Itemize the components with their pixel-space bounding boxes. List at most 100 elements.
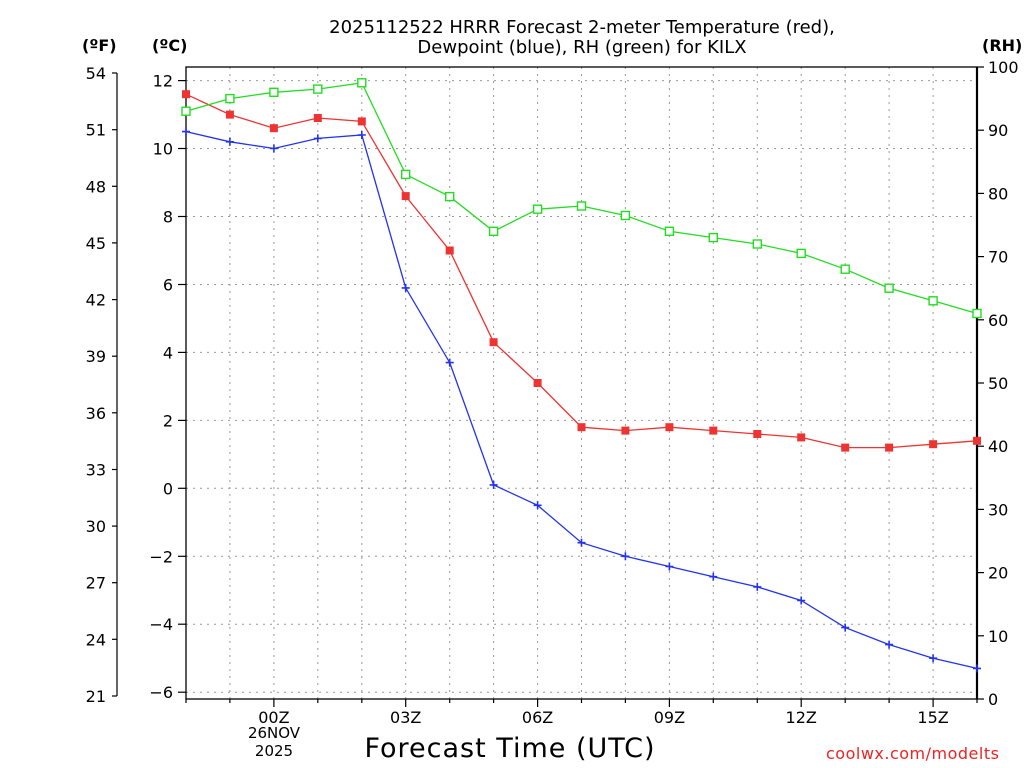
fahrenheit-tick-label: 39 (86, 347, 106, 366)
x-tick-label: 06Z (522, 708, 553, 727)
celsius-unit-label: (ºC) (152, 36, 188, 55)
dewpoint-point (753, 582, 762, 591)
celsius-tick-label: 12 (153, 72, 173, 91)
celsius-tick-label: 6 (163, 276, 173, 295)
rh-point (664, 226, 675, 237)
fahrenheit-tick-label: 51 (86, 121, 106, 140)
rh-point (752, 239, 762, 249)
celsius-tick-label: 4 (163, 343, 173, 362)
rh-tick-label: 30 (988, 500, 1008, 519)
temperature-point (445, 246, 454, 255)
rh-tick-label: 50 (988, 374, 1008, 393)
fahrenheit-tick-label: 42 (86, 291, 106, 310)
rh-tick-label: 100 (988, 58, 1019, 77)
fahrenheit-tick-label: 54 (86, 64, 106, 83)
temperature-point (885, 443, 894, 452)
x-tick-label: 03Z (390, 708, 421, 727)
celsius-tick-label: 8 (163, 208, 173, 227)
date-year-label: 2025 (254, 742, 294, 760)
date-day-label: 26NOV (247, 724, 301, 742)
temperature-point (182, 90, 190, 99)
rh-point (445, 191, 455, 202)
rh-point (488, 226, 499, 237)
dewpoint-point (709, 572, 718, 581)
fahrenheit-tick-label: 30 (86, 517, 106, 536)
celsius-tick-label: 10 (153, 140, 173, 159)
temperature-point (533, 379, 542, 387)
dewpoint-point (269, 144, 278, 153)
dewpoint-point (577, 538, 586, 547)
chart-title-line-1: 2025112522 HRRR Forecast 2-meter Tempera… (329, 17, 835, 38)
rh-tick-label: 40 (988, 437, 1008, 456)
dewpoint-point (885, 640, 894, 649)
temperature-point (929, 440, 938, 449)
fahrenheit-tick-label: 48 (86, 177, 106, 196)
dewpoint-point (797, 596, 806, 605)
rh-tick-label: 10 (988, 627, 1008, 646)
temperature-point (665, 423, 674, 432)
rh-point (620, 210, 631, 221)
rh-point (181, 106, 191, 116)
celsius-tick-label: −6 (149, 683, 173, 702)
rh-point (269, 87, 279, 98)
rh-tick-label: 60 (988, 311, 1008, 330)
fahrenheit-unit-label: (ºF) (82, 36, 117, 55)
dewpoint-point (445, 358, 454, 367)
x-tick-label: 15Z (917, 708, 948, 727)
x-axis-title: Forecast Time (UTC) (364, 733, 656, 764)
temperature-point (621, 426, 630, 435)
temperature-point (577, 423, 586, 432)
dewpoint-point (929, 654, 938, 663)
fahrenheit-tick-label: 45 (86, 234, 106, 253)
rh-tick-label: 80 (988, 184, 1008, 203)
temperature-point (225, 110, 234, 119)
rh-point (357, 78, 367, 88)
temperature-point (797, 433, 806, 442)
temperature-point (753, 430, 762, 438)
temperature-point (401, 192, 410, 201)
fahrenheit-tick-label: 27 (86, 574, 106, 593)
temperature-point (269, 124, 278, 133)
rh-tick-label: 90 (988, 121, 1008, 140)
rh-point (972, 308, 982, 319)
dewpoint-point (313, 134, 322, 143)
rh-point (884, 283, 894, 293)
rh-tick-label: 0 (988, 690, 998, 709)
rh-point (576, 201, 587, 211)
dewpoint-point (841, 623, 850, 632)
temperature-point (841, 443, 850, 452)
dewpoint-point (225, 137, 234, 146)
dewpoint-point (533, 501, 542, 510)
temperature-point (709, 426, 718, 435)
temperature-point (489, 338, 498, 347)
rh-point (708, 232, 718, 243)
dewpoint-point (665, 562, 674, 571)
rh-tick-label: 20 (988, 564, 1008, 583)
rh-point (313, 84, 323, 94)
temperature-point (973, 436, 981, 445)
x-tick-label: 00Z (258, 708, 289, 727)
site-credit: coolwx.com/modelts (826, 744, 1000, 763)
dewpoint-point (621, 552, 630, 561)
dewpoint-point (973, 664, 981, 673)
chart-title-line-2: Dewpoint (blue), RH (green) for KILX (417, 37, 747, 58)
celsius-tick-label: −2 (149, 547, 173, 566)
fahrenheit-tick-label: 21 (86, 687, 106, 706)
temperature-point (313, 114, 322, 122)
dewpoint-point (182, 127, 190, 136)
celsius-tick-label: 2 (163, 411, 173, 430)
rh-point (928, 296, 938, 306)
x-tick-label: 09Z (654, 708, 685, 727)
rh-point (796, 248, 806, 259)
dewpoint-point (401, 283, 410, 292)
rh-unit-label: (RH) (982, 36, 1023, 55)
rh-point (401, 169, 411, 180)
dewpoint-point (357, 131, 366, 139)
fahrenheit-tick-label: 33 (86, 461, 106, 480)
dewpoint-point (489, 480, 498, 489)
rh-point (532, 204, 543, 214)
fahrenheit-tick-label: 36 (86, 404, 106, 423)
temperature-point (357, 117, 366, 126)
fahrenheit-tick-label: 24 (86, 630, 106, 649)
